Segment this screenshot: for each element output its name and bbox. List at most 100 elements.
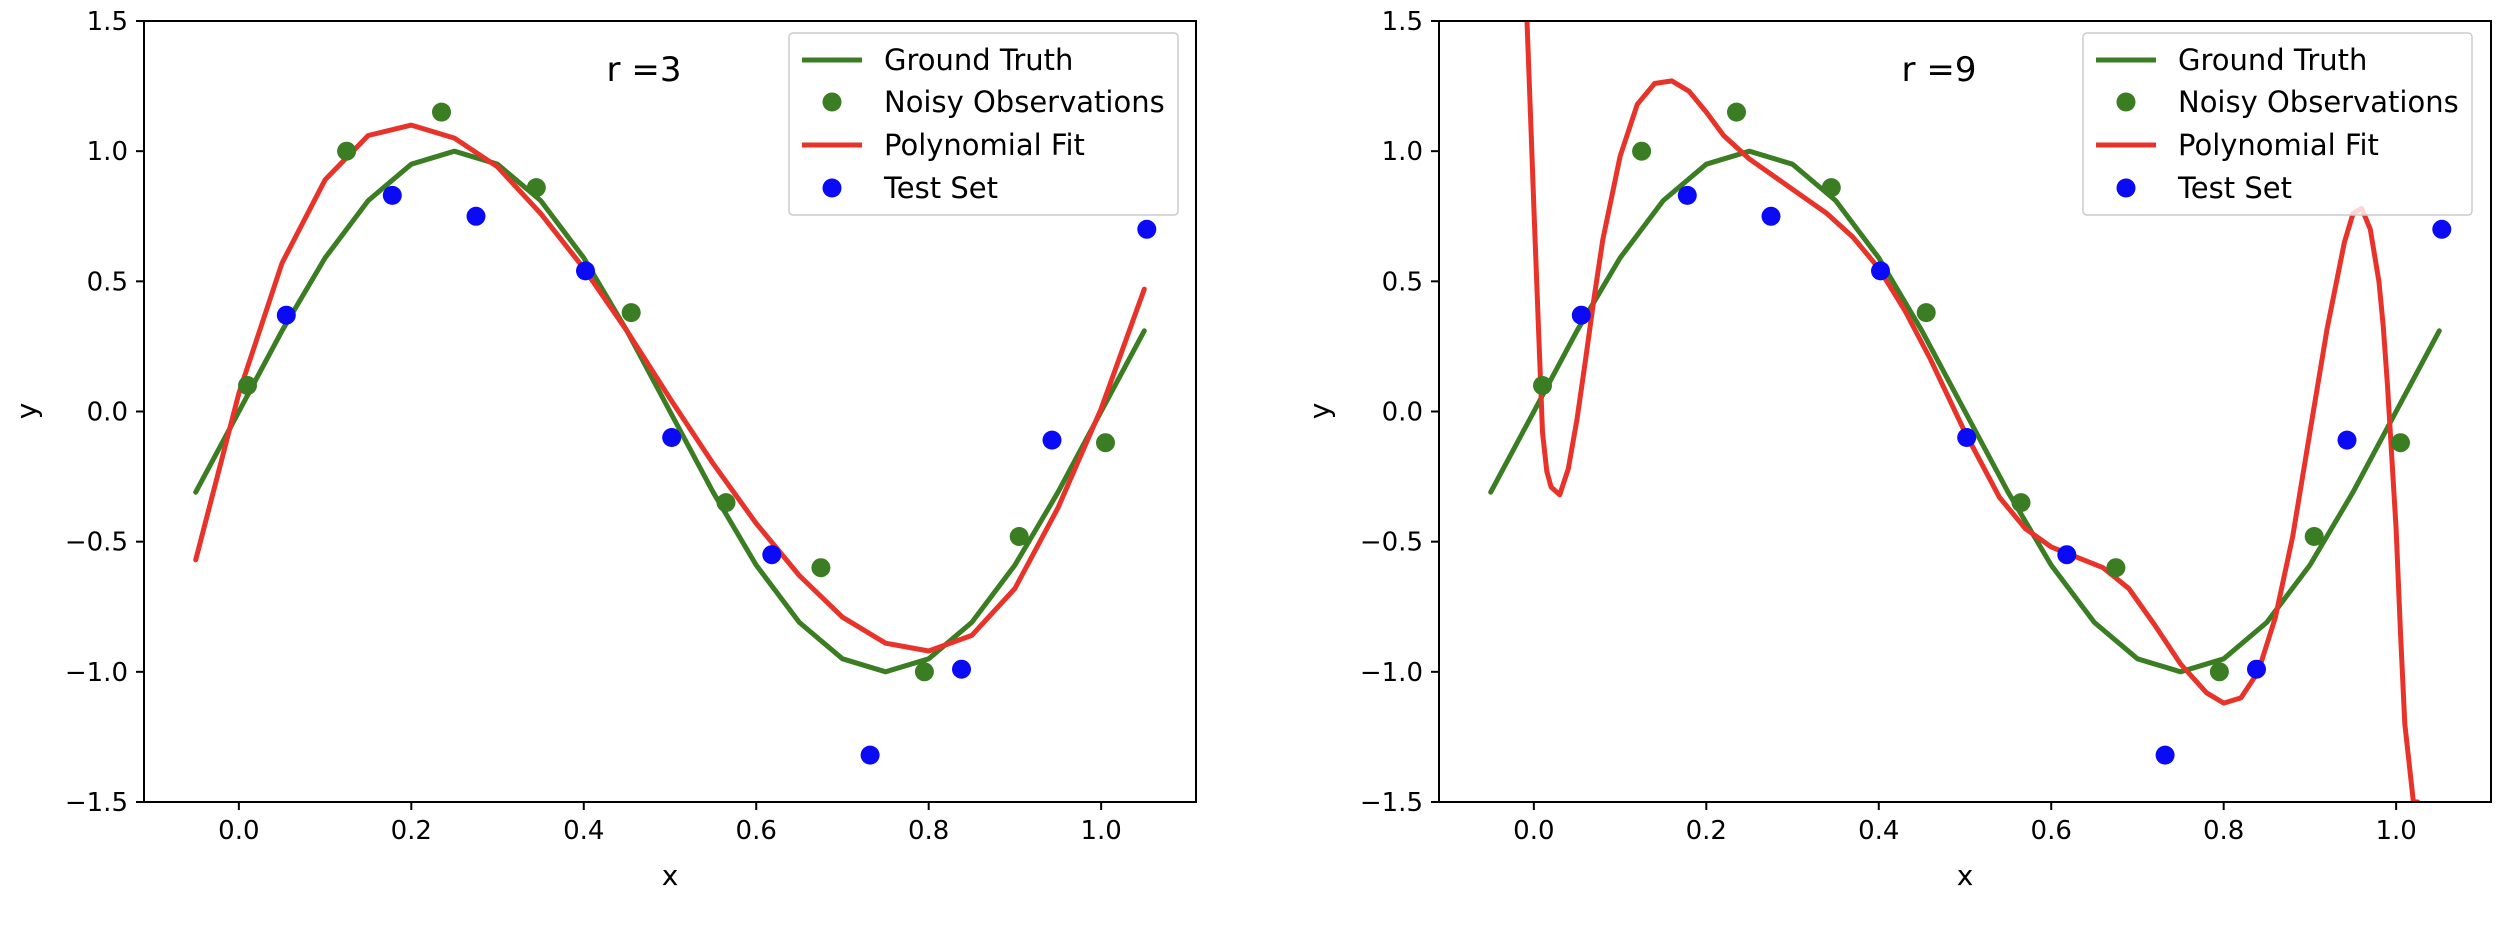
noisy-observation-point-right bbox=[2106, 558, 2126, 578]
x-ticks-left: 0.0 0.2 0.4 0.6 0.8 1.0 bbox=[218, 802, 1122, 846]
test-set-point-left bbox=[662, 428, 682, 447]
noisy-observation-point-right bbox=[1727, 102, 1746, 122]
subplot-right: 0.0 0.2 0.4 0.6 0.8 1.0 −1.5 −1.0 −0.5 0.0 0.5 1.0… bbox=[1303, 7, 2492, 892]
test-set-point-right bbox=[1871, 261, 1890, 281]
x-tick-label-right: 0.0 bbox=[1513, 816, 1554, 846]
ground-truth-line-right bbox=[1488, 148, 2442, 675]
noisy-observation-point-left bbox=[811, 558, 831, 578]
legend-swatch-noisy-left bbox=[822, 92, 842, 112]
noisy-observation-point-left bbox=[914, 662, 934, 682]
test-set-point-right bbox=[2057, 545, 2077, 565]
x-ticks-right: 0.0 0.2 0.4 0.6 0.8 1.0 bbox=[1513, 802, 2417, 846]
test-set-point-right bbox=[2432, 219, 2452, 239]
legend-swatch-test-right bbox=[2116, 178, 2136, 198]
noisy-observation-point-left bbox=[238, 376, 257, 395]
y-tick-label-left: 0.5 bbox=[87, 267, 128, 297]
x-tick-label-right: 0.6 bbox=[2031, 816, 2072, 846]
legend-swatch-test-left bbox=[822, 178, 842, 198]
y-tick-label-right: 1.0 bbox=[1382, 137, 1423, 167]
noisy-observation-point-right bbox=[1533, 376, 1552, 395]
x-tick-label-left: 0.6 bbox=[736, 816, 777, 846]
x-tick-label-left: 0.2 bbox=[391, 816, 432, 846]
annotation-left: r =3 bbox=[607, 50, 682, 90]
y-tick-label-right: −0.5 bbox=[1360, 528, 1423, 558]
test-set-point-left bbox=[466, 206, 486, 226]
annotation-right: r =9 bbox=[1902, 50, 1977, 90]
noisy-observation-point-left bbox=[526, 178, 546, 198]
noisy-observation-point-left bbox=[716, 493, 736, 513]
noisy-observation-point-right bbox=[1821, 178, 1841, 198]
y-tick-label-right: 0.5 bbox=[1382, 267, 1423, 297]
noisy-observation-point-right bbox=[1916, 303, 1936, 323]
y-axis-label-right: y bbox=[1303, 403, 1336, 420]
y-ticks-left: −1.5 −1.0 −0.5 0.0 0.5 1.0 1.5 bbox=[65, 7, 144, 818]
noisy-observation-point-right bbox=[2209, 662, 2229, 682]
x-tick-label-left: 0.0 bbox=[218, 816, 259, 846]
noisy-observations-points-left bbox=[238, 102, 1115, 682]
y-tick-label-left: −1.0 bbox=[65, 658, 128, 688]
y-axis-label-left: y bbox=[10, 403, 43, 420]
legend-left: Ground Truth Noisy Observations Polynomi… bbox=[788, 32, 1179, 216]
test-set-point-right bbox=[1957, 428, 1977, 447]
x-tick-label-right: 0.8 bbox=[2203, 816, 2244, 846]
noisy-observation-point-left bbox=[1009, 527, 1029, 546]
noisy-observation-point-left bbox=[621, 303, 641, 323]
y-tick-label-left: −0.5 bbox=[65, 528, 128, 558]
ground-truth-path-right bbox=[1488, 148, 2442, 675]
x-tick-label-left: 0.4 bbox=[563, 816, 604, 846]
legend-label-ground-truth-right: Ground Truth bbox=[2178, 43, 2367, 77]
noisy-observation-point-right bbox=[2391, 433, 2410, 453]
test-set-point-left bbox=[860, 745, 880, 765]
ground-truth-path-left bbox=[193, 148, 1147, 675]
x-axis-label-right: x bbox=[1957, 859, 1974, 892]
test-set-point-right bbox=[2155, 745, 2175, 765]
legend-label-fit-right: Polynomial Fit bbox=[2178, 128, 2379, 162]
legend-swatch-noisy-right bbox=[2116, 92, 2136, 112]
test-set-point-right bbox=[2247, 659, 2266, 679]
legend-label-test-left: Test Set bbox=[883, 171, 998, 205]
test-set-point-right bbox=[1677, 185, 1697, 205]
test-set-point-left bbox=[576, 261, 595, 281]
test-set-point-right bbox=[1761, 206, 1781, 226]
noisy-observation-point-left bbox=[432, 102, 451, 122]
x-tick-label-left: 0.8 bbox=[908, 816, 949, 846]
y-tick-label-left: 0.0 bbox=[87, 398, 128, 428]
legend-right: Ground Truth Noisy Observations Polynomi… bbox=[2082, 32, 2473, 216]
test-set-point-left bbox=[952, 659, 971, 679]
test-set-points-left bbox=[276, 185, 1157, 765]
legend-label-noisy-left: Noisy Observations bbox=[884, 85, 1165, 119]
legend-label-ground-truth-left: Ground Truth bbox=[884, 43, 1073, 77]
noisy-observation-point-left bbox=[1096, 433, 1115, 453]
test-set-point-left bbox=[762, 545, 782, 565]
noisy-observation-point-right bbox=[1632, 141, 1652, 161]
y-tick-label-left: 1.0 bbox=[87, 137, 128, 167]
y-ticks-right: −1.5 −1.0 −0.5 0.0 0.5 1.0 1.5 bbox=[1360, 7, 1439, 818]
y-tick-label-right: −1.5 bbox=[1360, 788, 1423, 818]
legend-label-test-right: Test Set bbox=[2177, 171, 2292, 205]
test-set-point-left bbox=[276, 305, 296, 325]
noisy-observation-point-right bbox=[2011, 493, 2031, 513]
test-set-point-left bbox=[1042, 430, 1062, 450]
legend-box-right bbox=[2082, 32, 2473, 216]
noisy-observation-point-right bbox=[2304, 527, 2324, 546]
noisy-observation-point-left bbox=[337, 141, 357, 161]
y-tick-label-right: 0.0 bbox=[1382, 398, 1423, 428]
test-set-point-left bbox=[382, 185, 402, 205]
y-tick-label-right: 1.5 bbox=[1382, 7, 1423, 37]
y-tick-label-left: 1.5 bbox=[87, 7, 128, 37]
x-tick-label-right: 0.4 bbox=[1858, 816, 1899, 846]
x-tick-label-left: 1.0 bbox=[1080, 816, 1121, 846]
noisy-observations-points-right bbox=[1533, 102, 2410, 682]
x-tick-label-right: 1.0 bbox=[2375, 816, 2416, 846]
ground-truth-line-left bbox=[193, 148, 1147, 675]
legend-box-left bbox=[788, 32, 1179, 216]
legend-label-fit-left: Polynomial Fit bbox=[884, 128, 1085, 162]
test-set-point-right bbox=[1571, 305, 1591, 325]
test-set-point-left bbox=[1137, 219, 1157, 239]
subplot-left: 0.0 0.2 0.4 0.6 0.8 1.0 −1.5 −1.0 −0.5 0.0 0.5 1.0… bbox=[10, 7, 1197, 892]
test-set-point-right bbox=[2337, 430, 2357, 450]
legend-label-noisy-right: Noisy Observations bbox=[2178, 85, 2459, 119]
x-tick-label-right: 0.2 bbox=[1686, 816, 1727, 846]
x-axis-label-left: x bbox=[662, 859, 679, 892]
